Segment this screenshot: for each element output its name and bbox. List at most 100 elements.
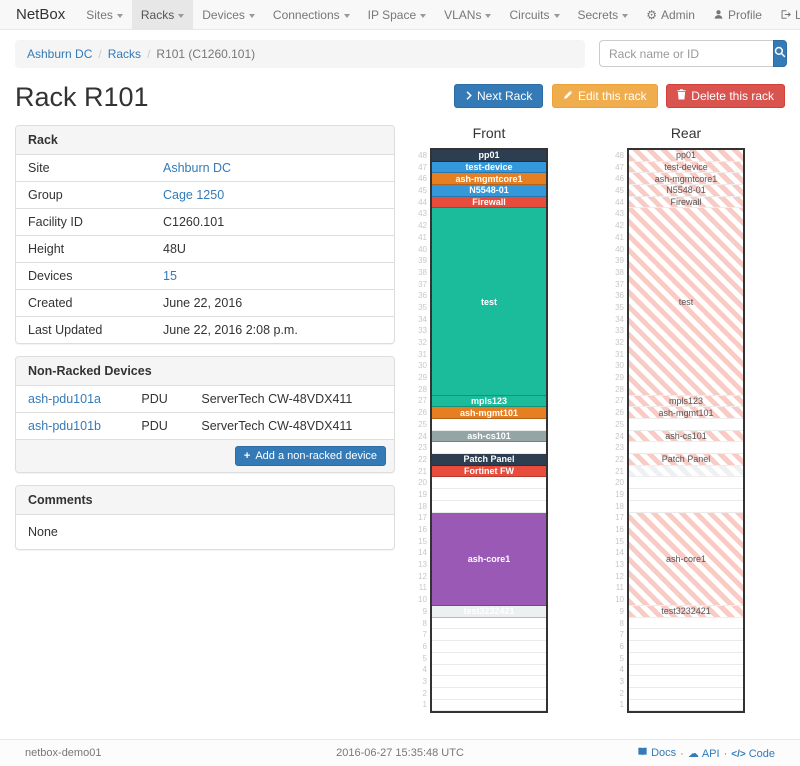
rack-device[interactable]: ash-cs101: [629, 430, 743, 443]
rack-device[interactable]: mpls123: [629, 395, 743, 408]
rack-device[interactable]: test3232421: [629, 606, 743, 618]
rack-device[interactable]: mpls123: [432, 395, 546, 408]
attr-row: Last Updated June 22, 2016 2:08 p.m.: [16, 316, 394, 343]
nav-item-racks[interactable]: Racks: [131, 0, 194, 29]
rack-device[interactable]: Patch Panel: [432, 454, 546, 466]
rack-device[interactable]: N5548-01: [432, 185, 546, 197]
rack-device[interactable]: test3232421: [432, 606, 546, 618]
unit-number: 42: [615, 221, 624, 231]
search-button[interactable]: [773, 40, 787, 67]
unit-number: 8: [619, 618, 624, 628]
nav-item-vlans[interactable]: VLANs: [435, 0, 500, 29]
delete-rack-button[interactable]: Delete this rack: [666, 84, 785, 108]
nav-item-admin[interactable]: ⚙ Admin: [637, 0, 704, 29]
nav-item-connections[interactable]: Connections: [264, 0, 359, 29]
nav-item-profile[interactable]: Profile: [704, 0, 771, 29]
chevron-right-icon: [465, 89, 472, 103]
nav-item-circuits[interactable]: Circuits: [500, 0, 568, 29]
unit-number: 2: [422, 688, 427, 698]
nav-item-sites[interactable]: Sites: [77, 0, 132, 29]
plus-icon: +: [243, 450, 251, 462]
rack-device[interactable]: Patch Panel: [629, 454, 743, 466]
rack-device[interactable]: ash-mgmt101: [629, 407, 743, 419]
unit-number: 24: [418, 431, 427, 441]
footer-link-docs[interactable]: Docs: [637, 746, 676, 760]
unit-number: 19: [418, 489, 427, 499]
rack-device[interactable]: [629, 465, 743, 478]
device-link[interactable]: ash-pdu101b: [28, 419, 101, 433]
nonracked-panel: Non-Racked Devices ash-pdu101a PDU ServerT…: [15, 356, 395, 473]
search-input[interactable]: [599, 40, 773, 67]
rack-device[interactable]: test-device: [629, 161, 743, 174]
unit-number: 47: [615, 162, 624, 172]
unit-number: 4: [619, 665, 624, 675]
rack-unit-empty: [432, 501, 546, 513]
breadcrumb-link[interactable]: Ashburn DC: [27, 47, 93, 61]
unit-number: 22: [615, 454, 624, 464]
unit-number: 45: [418, 186, 427, 196]
rack-unit-empty: [629, 419, 743, 431]
rack-device[interactable]: ash-mgmt101: [432, 407, 546, 419]
rack-device[interactable]: ash-core1: [432, 512, 546, 607]
rack-device[interactable]: ash-mgmtcore1: [629, 173, 743, 186]
nav-item-ip-space[interactable]: IP Space: [359, 0, 435, 29]
next-rack-button[interactable]: Next Rack: [453, 84, 544, 108]
footer-link-label: Docs: [651, 747, 677, 760]
nav-item-secrets[interactable]: Secrets: [569, 0, 638, 29]
unit-number: 1: [422, 700, 427, 710]
rack-device[interactable]: pp01: [432, 150, 546, 162]
rack-device[interactable]: Firewall: [432, 196, 546, 209]
breadcrumb-link[interactable]: Racks: [107, 47, 142, 61]
attr-label: Height: [16, 235, 151, 263]
unit-number: 15: [418, 536, 427, 546]
unit-number: 27: [418, 396, 427, 406]
rack-device[interactable]: N5548-01: [629, 185, 743, 197]
unit-number: 34: [418, 314, 427, 324]
device-link[interactable]: ash-pdu101a: [28, 392, 101, 406]
unit-number: 38: [615, 267, 624, 277]
unit-number: 43: [615, 209, 624, 219]
unit-number: 5: [619, 653, 624, 663]
footer-links: Docs · ☁ API · </> Code: [525, 746, 775, 760]
chevron-down-icon: [116, 13, 123, 18]
brand-logo[interactable]: NetBox: [16, 6, 66, 23]
unit-number: 33: [418, 326, 427, 336]
rack-device[interactable]: Fortinet FW: [432, 465, 546, 478]
rack-device[interactable]: Firewall: [629, 196, 743, 209]
footer-link-api[interactable]: ☁ API: [688, 748, 720, 760]
unit-number: 29: [418, 373, 427, 383]
unit-number: 43: [418, 209, 427, 219]
rack-unit-empty: [629, 653, 743, 665]
unit-number: 6: [619, 641, 624, 651]
rack-device[interactable]: ash-mgmtcore1: [432, 173, 546, 186]
front-rack: pp01 test-device ash-mgmtcore1 N5548-01 Fire…: [430, 148, 548, 714]
rack-unit-empty: [629, 629, 743, 642]
nav-item-log-out[interactable]: Log out: [771, 0, 800, 29]
unit-number: 33: [615, 326, 624, 336]
rack-device[interactable]: test-device: [432, 161, 546, 174]
rack-device[interactable]: ash-core1: [629, 512, 743, 607]
unit-number: 6: [422, 641, 427, 651]
attr-value-link[interactable]: 15: [163, 269, 177, 283]
rack-device[interactable]: ash-cs101: [432, 430, 546, 443]
unit-number: 13: [615, 560, 624, 570]
pencil-icon: [563, 89, 573, 103]
attr-label: Devices: [16, 262, 151, 290]
rack-unit-empty: [629, 688, 743, 700]
rack-device[interactable]: pp01: [629, 150, 743, 162]
unit-number: 35: [418, 302, 427, 312]
edit-rack-button[interactable]: Edit this rack: [551, 84, 658, 108]
footer-link-code[interactable]: </> Code: [731, 748, 775, 760]
unit-number: 3: [422, 676, 427, 686]
attr-value: June 22, 2016 2:08 p.m.: [151, 316, 394, 343]
nav-item-devices[interactable]: Devices: [193, 0, 264, 29]
attr-row: Site Ashburn DC: [16, 155, 394, 182]
breadcrumb-current: R101 (C1260.101): [156, 47, 256, 61]
rack-device[interactable]: test: [432, 208, 546, 396]
rack-device[interactable]: test: [629, 208, 743, 396]
add-nonracked-device-button[interactable]: + Add a non-racked device: [234, 446, 386, 466]
front-unit-numbers: 48 47 46 45 44 43 42 41 40 39 38 37 36 35 34 33 32 31 30 29…: [412, 148, 427, 713]
attr-value-link[interactable]: Ashburn DC: [163, 161, 232, 175]
rack-unit-empty: [432, 618, 546, 630]
attr-value-link[interactable]: Cage 1250: [163, 188, 225, 202]
